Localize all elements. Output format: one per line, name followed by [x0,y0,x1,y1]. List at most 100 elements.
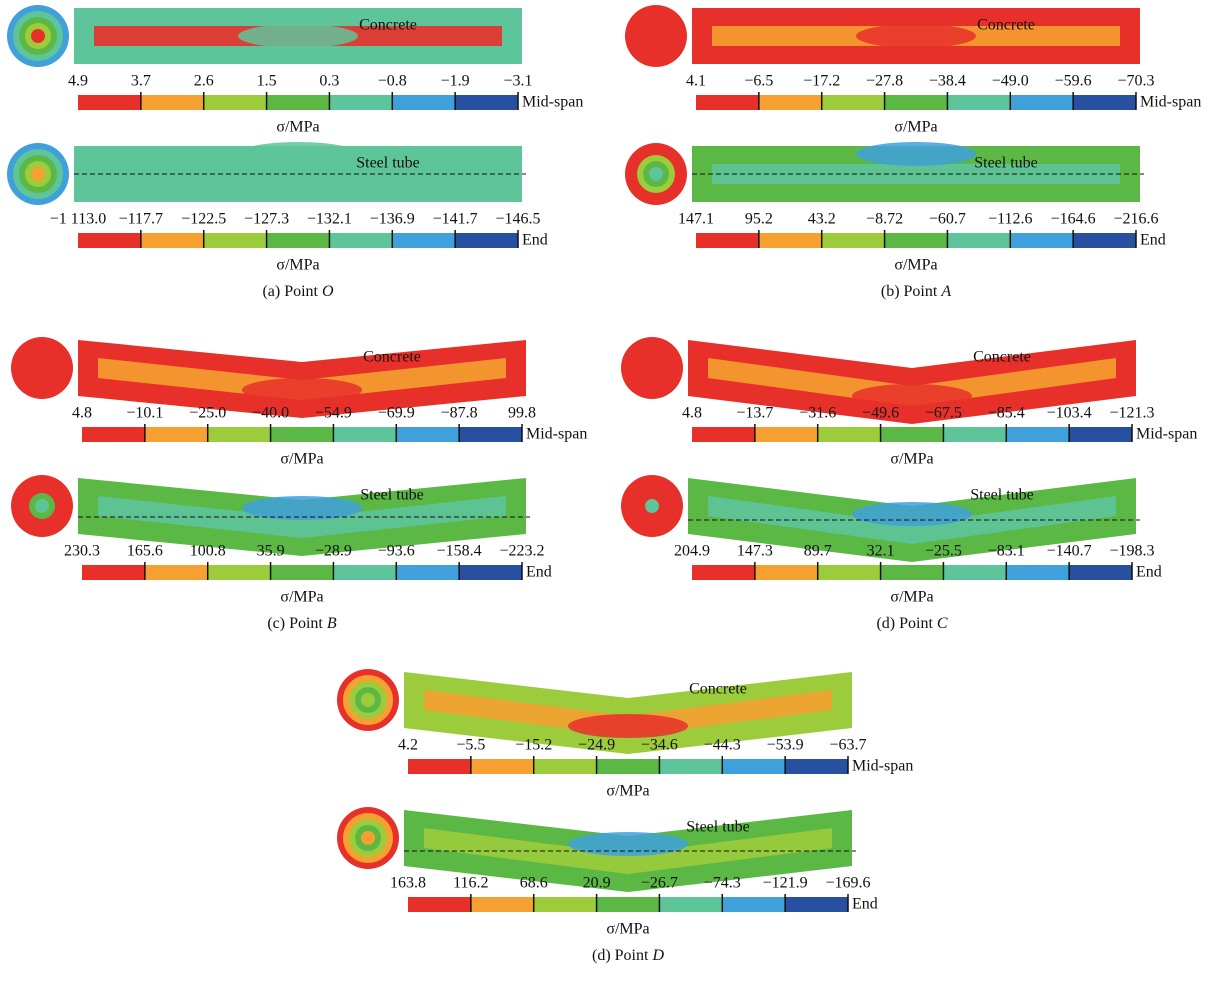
position-label: Mid-span [1140,94,1201,111]
colorbar-segment [455,233,518,248]
colorbar-segment [82,427,145,442]
colorbar-label: 20.9 [583,875,611,892]
colorbar-segment [141,233,204,248]
colorbar-label: −117.7 [119,211,163,228]
colorbar-label: −59.6 [1055,73,1092,90]
contour-spot [238,142,358,166]
colorbar-segment [329,95,392,110]
figure: Concrete4.93.72.61.50.3−0.8−1.9−3.1Mid-s… [0,0,1216,988]
colorbar-label: −49.0 [992,73,1029,90]
colorbar-label: −141.7 [433,211,478,228]
colorbar-label: −74.3 [704,875,741,892]
colorbar-segment [208,427,271,442]
colorbar-label: −0.8 [378,73,407,90]
colorbar-segment [659,759,722,774]
colorbar-label: 4.9 [68,73,88,90]
colorbar-label: 4.1 [686,73,706,90]
beam-label: Concrete [973,349,1031,366]
colorbar-segment [759,233,822,248]
colorbar-segment [471,897,534,912]
colorbar-label: −70.3 [1117,73,1154,90]
cross-section-ring [35,499,49,513]
colorbar-label: −67.5 [925,405,962,422]
colorbar-label: −6.5 [744,73,773,90]
beam-label: Steel tube [360,487,424,504]
colorbar-segment [459,565,522,580]
colorbar-segment [145,427,208,442]
unit-label: σ/MPa [276,257,319,274]
beam-label: Concrete [363,349,421,366]
beam-label: Steel tube [970,487,1034,504]
colorbar-label: 1.5 [257,73,277,90]
colorbar-label: −146.5 [495,211,540,228]
caption: (c) Point B [267,615,337,632]
colorbar-label: −38.4 [929,73,966,90]
unit-label: σ/MPa [890,451,933,468]
colorbar-label: −13.7 [736,405,773,422]
colorbar-label: −103.4 [1047,405,1092,422]
colorbar-segment [145,565,208,580]
colorbar-segment [722,759,785,774]
colorbar-segment [818,565,881,580]
colorbar-segment [659,897,722,912]
cross-section-ring [649,167,663,181]
colorbar-segment [82,565,145,580]
colorbar-label: −25.0 [189,405,226,422]
contour-spot [568,832,688,856]
colorbar-label: 100.8 [190,543,226,560]
colorbar-segment [329,233,392,248]
cross-section-ring [35,361,49,375]
colorbar-segment [696,233,759,248]
colorbar-segment [78,233,141,248]
contour-spot [852,502,972,526]
caption-prefix: (a) Point [262,283,318,300]
colorbar-label: −44.3 [704,737,741,754]
unit-label: σ/MPa [894,257,937,274]
colorbar-label: −49.6 [862,405,899,422]
position-label: End [1140,232,1166,249]
contour-spot [242,496,362,520]
colorbar-segment [471,759,534,774]
caption-point: O [322,283,334,300]
unit-label: σ/MPa [894,119,937,136]
unit-label: σ/MPa [280,589,323,606]
colorbar-segment [408,897,471,912]
colorbar-label: −8.72 [866,211,903,228]
caption-point: A [940,283,951,300]
contour-spot [238,24,358,48]
colorbar-label: 35.9 [257,543,285,560]
colorbar-label: −3.1 [503,73,532,90]
colorbar-label: −132.1 [307,211,352,228]
colorbar-segment [208,565,271,580]
caption: (a) Point O [262,283,334,300]
colorbar-label: 89.7 [804,543,832,560]
colorbar-label: 99.8 [508,405,536,422]
cross-section-ring [649,29,663,43]
colorbar-label: −223.2 [499,543,544,560]
position-label: Mid-span [522,94,583,111]
colorbar-segment [1069,427,1132,442]
colorbar-label: −83.1 [988,543,1025,560]
colorbar-label: −169.6 [825,875,870,892]
position-label: End [1136,564,1162,581]
colorbar-label: −5.5 [456,737,485,754]
colorbar-segment [1073,233,1136,248]
caption-prefix: (c) Point [267,615,323,632]
colorbar-segment [1010,95,1073,110]
colorbar-label: −40.0 [252,405,289,422]
caption-prefix: (d) Point [592,947,649,964]
colorbar-label: −24.9 [578,737,615,754]
position-label: End [526,564,552,581]
colorbar-segment [534,759,597,774]
unit-label: σ/MPa [606,783,649,800]
beam-label: Steel tube [974,155,1038,172]
colorbar-segment [78,95,141,110]
colorbar-label: 0.3 [319,73,339,90]
colorbar-segment [881,427,944,442]
colorbar-label: −122.5 [181,211,226,228]
beam-label: Concrete [689,681,747,698]
colorbar-segment [396,427,459,442]
colorbar-label: −17.2 [803,73,840,90]
colorbar-segment [597,897,660,912]
beam-label: Steel tube [356,155,420,172]
